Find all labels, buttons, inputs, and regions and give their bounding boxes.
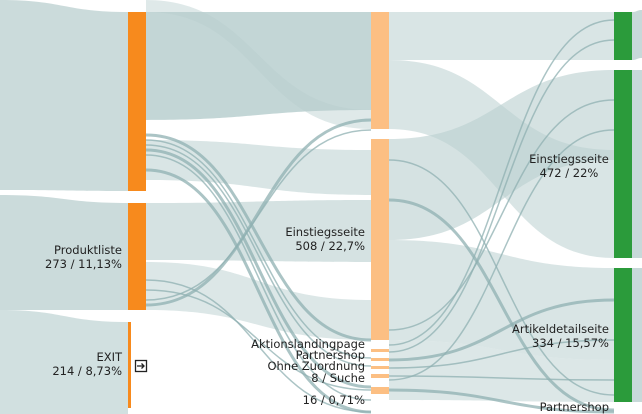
flow-out-c3top[interactable] [632, 10, 642, 60]
node-suche[interactable] [371, 374, 389, 378]
flow-strand [145, 289, 372, 391]
node-produktliste[interactable] [128, 203, 146, 310]
flow-strand [388, 129, 615, 381]
label-small-4: 16 / 0,71% [302, 393, 365, 407]
label-produktliste: Produktliste 273 / 11,13% [45, 243, 122, 271]
node-c2-top[interactable] [371, 12, 389, 129]
flow-strand [388, 159, 615, 396]
flow-top-c2top[interactable] [146, 0, 371, 129]
node-partnershop-2[interactable] [371, 358, 389, 361]
flow-in-produktliste[interactable] [0, 195, 128, 310]
label-suche: 8 / Suche [311, 371, 365, 385]
node-c3-top[interactable] [614, 12, 632, 60]
node-aktionslandingpage[interactable] [371, 349, 389, 352]
label-exit: EXIT 214 / 8,73% [52, 350, 122, 378]
exit-icon[interactable] [134, 359, 148, 373]
label-einstiegsseite-2-value: 508 / 22,7% [295, 239, 365, 253]
flow-in-c1-top[interactable] [0, 0, 128, 191]
label-einstiegsseite-2: Einstiegsseite 508 / 22,7% [285, 225, 365, 253]
flow-strand [145, 144, 372, 367]
label-einstiegsseite-2-name: Einstiegsseite [285, 225, 365, 239]
label-exit-name: EXIT [96, 350, 122, 364]
flow-strand [145, 154, 372, 401]
label-aktionslandingpage: Aktionslandingpage [251, 337, 365, 351]
flow-in-exit[interactable] [0, 310, 128, 414]
node-exit[interactable] [128, 322, 131, 408]
flow-strand [145, 133, 372, 342]
flow-strand [388, 39, 615, 353]
node-einstiegsseite-3[interactable] [614, 70, 632, 258]
flow-strand [388, 339, 615, 369]
label-partnershop-2: Partnershop [295, 348, 365, 362]
flow-einstieg2-artikel[interactable] [389, 240, 614, 360]
node-c1-top[interactable] [128, 12, 146, 191]
node-einstiegsseite-2[interactable] [371, 139, 389, 340]
label-einstiegsseite-3-name: Einstiegsseite [529, 152, 609, 166]
flow-strand [388, 388, 615, 414]
node-artikeldetailseite[interactable] [614, 268, 632, 402]
label-produktliste-value: 273 / 11,13% [45, 257, 122, 271]
label-einstiegsseite-3-value: 472 / 22% [539, 166, 599, 180]
flow-produktliste-einstieg2[interactable] [146, 200, 371, 262]
sankey-thin-links [145, 19, 615, 414]
label-artikeldetailseite-name: Artikeldetailseite [512, 322, 609, 336]
label-artikeldetailseite: Artikeldetailseite 334 / 15,57% [512, 322, 609, 350]
flow-produktliste-einstieg2-b[interactable] [146, 262, 371, 340]
flow-strand [388, 99, 615, 331]
label-ohne-zuordnung: Ohne Zuordnung [267, 359, 365, 373]
flow-strand [145, 279, 372, 413]
flow-out-einstieg3[interactable] [632, 70, 642, 258]
label-exit-value: 214 / 8,73% [52, 364, 122, 378]
node-small-4[interactable] [371, 387, 389, 394]
flow-strand [145, 148, 372, 389]
label-produktliste-name: Produktliste [54, 243, 122, 257]
flow-einstieg2-einstieg3[interactable] [389, 70, 614, 240]
label-partnershop-3: Partnershop [539, 400, 609, 414]
flow-strand [388, 198, 615, 412]
flow-strand [145, 168, 372, 414]
flow-out-artikel[interactable] [632, 268, 642, 402]
flow-strand [388, 375, 615, 381]
label-artikeldetailseite-value: 334 / 15,57% [532, 336, 609, 350]
node-ohne-zuordnung[interactable] [371, 366, 389, 369]
flow-c1top-c2top[interactable] [146, 12, 371, 120]
flow-strand [388, 19, 615, 346]
label-einstiegsseite-3: Einstiegsseite 472 / 22% [528, 152, 610, 180]
flow-strand [388, 298, 615, 362]
flow-c2top-c3top[interactable] [389, 12, 614, 60]
flow-strand [145, 139, 372, 359]
